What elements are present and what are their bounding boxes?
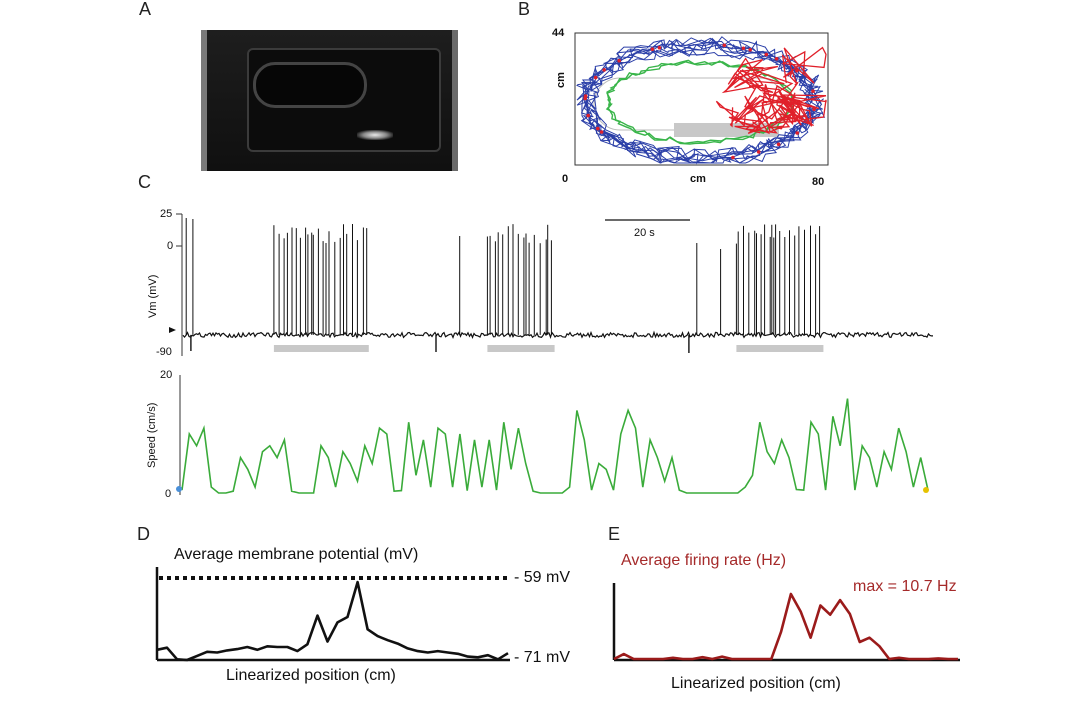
- trajectory-paths: [576, 36, 827, 165]
- trajectory-red: [747, 95, 797, 135]
- trajectory-blue: [580, 41, 823, 162]
- trajectory-blue: [580, 37, 823, 164]
- spike-dot: [774, 57, 779, 61]
- vm-trace: [182, 218, 933, 353]
- speed-start-marker: [176, 486, 182, 492]
- vm-axis-label: Vm (mV): [147, 274, 159, 318]
- map-x-max-label: 80: [812, 176, 825, 188]
- spike-dot: [811, 89, 815, 93]
- trajectory-red: [781, 46, 827, 84]
- spike-dot: [741, 46, 746, 51]
- arena-inner-island: [593, 77, 783, 131]
- trajectory-green: [605, 61, 794, 145]
- rate-title: Average firing rate (Hz): [621, 552, 787, 569]
- mp-max-label: - 59 mV: [514, 569, 571, 586]
- speed-axis-label: Speed (cm/s): [146, 402, 158, 468]
- trajectory-blue: [576, 40, 826, 161]
- firing-bouts: [273, 345, 824, 352]
- speed-trace: [181, 398, 929, 494]
- rate-xlabel: Linearized position (cm): [671, 675, 841, 692]
- spike-dot: [812, 107, 816, 112]
- spike-dot: [731, 155, 735, 160]
- trajectory-blue: [582, 40, 818, 164]
- spike-dot: [657, 45, 662, 50]
- panel-letter-b: B: [518, 0, 531, 19]
- spike-dot: [596, 126, 600, 131]
- mp-min-label: - 71 mV: [514, 649, 571, 666]
- firing-bout-bar: [487, 345, 555, 352]
- vm-baseline-noise: [182, 330, 933, 340]
- trajectory-blue: [587, 43, 815, 163]
- trajectory-red: [778, 94, 827, 127]
- trajectory-red: [733, 96, 778, 134]
- spike-dot: [776, 142, 781, 147]
- trajectory-red: [715, 95, 771, 135]
- spike-dot: [599, 130, 604, 134]
- speed-tick-20: 20: [160, 369, 173, 381]
- scalebar-label: 20 s: [634, 227, 655, 239]
- trajectory-blue: [576, 46, 822, 161]
- spike-dot: [722, 43, 727, 48]
- mp-title: Average membrane potential (mV): [174, 546, 419, 563]
- trajectory-blue: [585, 36, 812, 164]
- rate-max-annotation: max = 10.7 Hz: [853, 578, 957, 595]
- arena-frame: [574, 32, 829, 166]
- spike-dot: [795, 131, 799, 135]
- trajectory-red: [769, 90, 813, 126]
- trajectory-red: [762, 92, 806, 130]
- speed-end-marker: [923, 487, 929, 493]
- spike-dot: [586, 113, 590, 118]
- trajectory-blue: [584, 39, 818, 165]
- vm-tick-0: 0: [167, 240, 174, 252]
- panel-letter-a: A: [139, 0, 152, 19]
- spike-dot: [617, 58, 621, 63]
- vm-tick-25: 25: [160, 208, 173, 220]
- arena-photo: [201, 30, 458, 171]
- arena-gray-zone: [674, 123, 779, 137]
- map-x-axis-label: cm: [690, 173, 706, 185]
- spike-dot: [756, 150, 761, 154]
- spike-dot: [583, 94, 588, 98]
- map-x-origin-label: 0: [562, 173, 569, 185]
- panel-letter-c: C: [138, 172, 151, 192]
- trajectory-red: [731, 65, 794, 98]
- panel-letter-e: E: [608, 524, 621, 544]
- spike-dot: [593, 75, 598, 80]
- vm-tick-m90: -90: [156, 346, 172, 358]
- spike-dot: [583, 96, 587, 101]
- vm-baseline-arrow: [169, 327, 176, 333]
- spike-dot: [650, 47, 655, 51]
- mp-xlabel: Linearized position (cm): [226, 667, 396, 684]
- panel-letter-d: D: [137, 524, 150, 544]
- trajectory-red: [744, 81, 799, 121]
- map-y-top-label: 44: [552, 27, 565, 39]
- spike-dot: [764, 52, 769, 57]
- firing-bout-bar: [273, 345, 369, 352]
- spike-dot: [748, 48, 752, 52]
- firing-bout-bar: [736, 345, 824, 352]
- speed-tick-0: 0: [165, 488, 172, 500]
- trajectory-green: [606, 59, 795, 145]
- spike-dot: [795, 68, 799, 73]
- rate-line: [613, 592, 958, 661]
- mp-line: [156, 580, 509, 662]
- trajectory-red: [721, 57, 774, 94]
- trajectory-blue: [582, 37, 824, 164]
- map-y-axis-label: cm: [555, 72, 567, 88]
- spike-dot: [602, 68, 606, 72]
